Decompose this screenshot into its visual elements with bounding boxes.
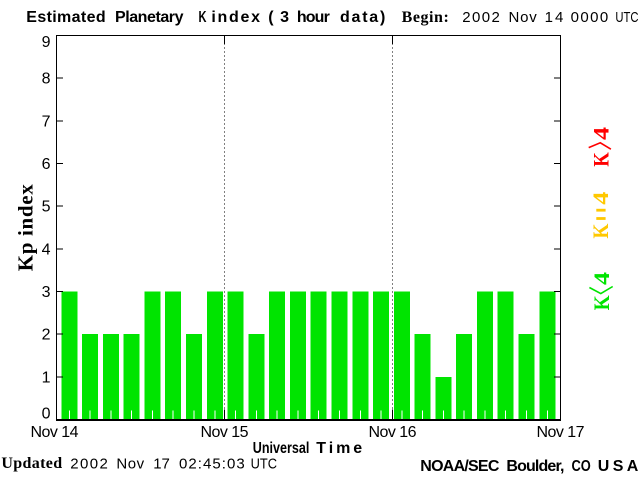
svg-text:K: K: [588, 224, 613, 239]
svg-text:4: 4: [588, 192, 613, 205]
svg-text:5: 5: [42, 199, 51, 216]
svg-text:Universal: Universal: [253, 440, 310, 457]
svg-text:Begin:: Begin:: [402, 9, 449, 26]
svg-text:Updated: Updated: [1, 455, 62, 472]
svg-text:K: K: [589, 295, 614, 310]
svg-text:0000: 0000: [571, 9, 609, 26]
svg-text:17: 17: [153, 456, 170, 473]
svg-text:4: 4: [42, 241, 51, 258]
svg-text:4: 4: [589, 272, 614, 285]
svg-text:1: 1: [42, 369, 51, 386]
svg-text:K: K: [589, 152, 614, 167]
svg-text:Nov 15: Nov 15: [201, 424, 249, 441]
svg-text:3: 3: [42, 284, 51, 301]
svg-text:0: 0: [42, 406, 51, 423]
svg-text:K: K: [199, 9, 207, 26]
svg-text:Estimated: Estimated: [26, 9, 105, 26]
svg-text:6: 6: [42, 156, 51, 173]
svg-text:2002: 2002: [462, 9, 500, 26]
svg-text:8: 8: [42, 71, 51, 88]
svg-text:Nov: Nov: [509, 9, 538, 26]
svg-text:UTC: UTC: [615, 9, 638, 26]
svg-text:Boulder,: Boulder,: [506, 458, 564, 475]
svg-text:hour: hour: [297, 9, 330, 26]
svg-text:UTC: UTC: [251, 456, 278, 473]
svg-text:CO: CO: [572, 458, 591, 475]
svg-text:9: 9: [42, 34, 51, 51]
svg-text:Nov: Nov: [116, 456, 144, 473]
svg-text:Planetary: Planetary: [115, 9, 184, 26]
svg-text:Nov 16: Nov 16: [369, 424, 417, 441]
svg-text:USA: USA: [598, 458, 639, 475]
svg-text:data): data): [340, 9, 385, 26]
svg-text:Kp index: Kp index: [14, 184, 38, 271]
svg-text:Nov 17: Nov 17: [537, 424, 585, 441]
svg-text:7: 7: [42, 113, 51, 130]
svg-text:Nov 14: Nov 14: [31, 424, 79, 441]
svg-text:4: 4: [589, 127, 614, 140]
svg-text:2002: 2002: [70, 456, 108, 473]
svg-text:NOAA/SEC: NOAA/SEC: [420, 458, 500, 475]
svg-text:Time: Time: [316, 440, 362, 457]
svg-text:index: index: [211, 9, 260, 26]
svg-text:2: 2: [42, 327, 51, 344]
svg-text:02:45:03: 02:45:03: [179, 456, 245, 473]
